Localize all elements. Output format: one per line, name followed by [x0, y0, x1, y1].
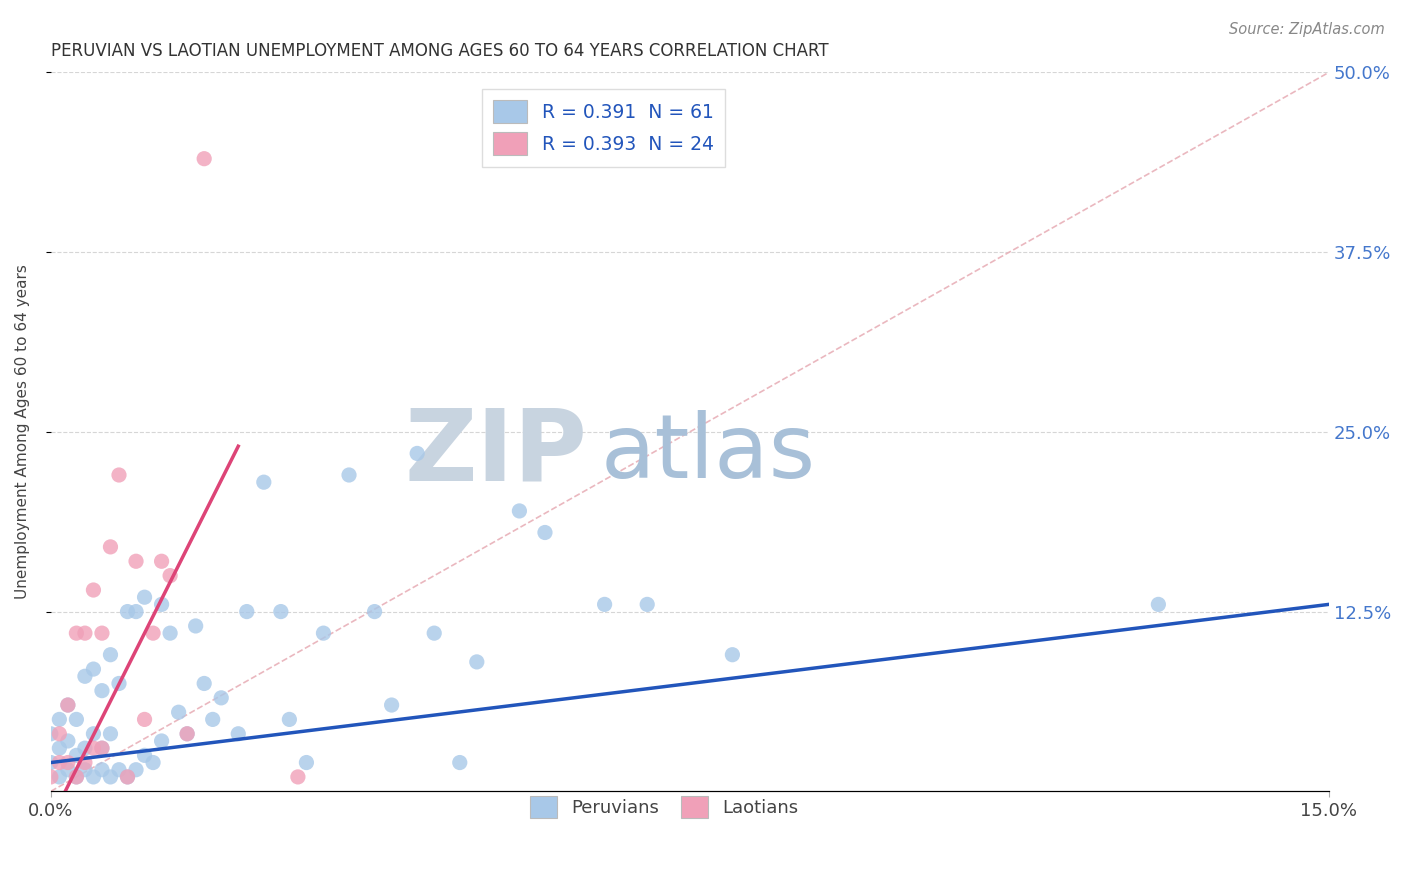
- Point: [91, 741, 114, 756]
- Point: [381, 698, 404, 712]
- Point: [159, 626, 181, 640]
- Point: [423, 626, 446, 640]
- Point: [56, 734, 79, 748]
- Legend: Peruvians, Laotians: Peruvians, Laotians: [523, 789, 806, 825]
- Point: [150, 554, 173, 568]
- Point: [278, 713, 301, 727]
- Point: [117, 770, 139, 784]
- Point: [39, 770, 62, 784]
- Text: ZIP: ZIP: [405, 405, 588, 502]
- Point: [312, 626, 335, 640]
- Point: [363, 605, 385, 619]
- Point: [48, 713, 70, 727]
- Text: PERUVIAN VS LAOTIAN UNEMPLOYMENT AMONG AGES 60 TO 64 YEARS CORRELATION CHART: PERUVIAN VS LAOTIAN UNEMPLOYMENT AMONG A…: [51, 42, 828, 60]
- Point: [134, 591, 156, 605]
- Text: atlas: atlas: [600, 410, 815, 497]
- Point: [56, 698, 79, 712]
- Text: Source: ZipAtlas.com: Source: ZipAtlas.com: [1229, 22, 1385, 37]
- Point: [287, 770, 309, 784]
- Point: [226, 727, 249, 741]
- Point: [65, 713, 87, 727]
- Point: [193, 152, 215, 166]
- Point: [91, 741, 114, 756]
- Point: [65, 626, 87, 640]
- Point: [65, 770, 87, 784]
- Point: [142, 756, 165, 770]
- Point: [125, 605, 148, 619]
- Point: [721, 648, 744, 662]
- Point: [337, 468, 360, 483]
- Point: [73, 626, 96, 640]
- Point: [295, 756, 318, 770]
- Point: [406, 446, 429, 460]
- Point: [100, 648, 122, 662]
- Point: [142, 626, 165, 640]
- Point: [150, 734, 173, 748]
- Point: [125, 554, 148, 568]
- Point: [108, 763, 131, 777]
- Point: [134, 713, 156, 727]
- Point: [236, 605, 259, 619]
- Point: [159, 568, 181, 582]
- Point: [167, 705, 190, 719]
- Point: [100, 540, 122, 554]
- Y-axis label: Unemployment Among Ages 60 to 64 years: Unemployment Among Ages 60 to 64 years: [15, 264, 30, 599]
- Point: [270, 605, 292, 619]
- Point: [73, 669, 96, 683]
- Point: [73, 763, 96, 777]
- Point: [56, 698, 79, 712]
- Point: [201, 713, 224, 727]
- Point: [100, 770, 122, 784]
- Point: [73, 756, 96, 770]
- Point: [134, 748, 156, 763]
- Point: [56, 756, 79, 770]
- Point: [82, 582, 104, 597]
- Point: [508, 504, 530, 518]
- Point: [91, 626, 114, 640]
- Point: [48, 770, 70, 784]
- Point: [193, 676, 215, 690]
- Point: [82, 741, 104, 756]
- Point: [65, 770, 87, 784]
- Point: [82, 770, 104, 784]
- Point: [108, 468, 131, 483]
- Point: [209, 690, 232, 705]
- Point: [184, 619, 207, 633]
- Point: [117, 770, 139, 784]
- Point: [39, 727, 62, 741]
- Point: [73, 741, 96, 756]
- Point: [65, 748, 87, 763]
- Point: [100, 727, 122, 741]
- Point: [449, 756, 471, 770]
- Point: [117, 605, 139, 619]
- Point: [150, 598, 173, 612]
- Point: [48, 756, 70, 770]
- Point: [465, 655, 488, 669]
- Point: [125, 763, 148, 777]
- Point: [253, 475, 276, 490]
- Point: [176, 727, 198, 741]
- Point: [91, 763, 114, 777]
- Point: [593, 598, 616, 612]
- Point: [82, 727, 104, 741]
- Point: [39, 756, 62, 770]
- Point: [636, 598, 658, 612]
- Point: [534, 525, 557, 540]
- Point: [48, 727, 70, 741]
- Point: [82, 662, 104, 676]
- Point: [91, 683, 114, 698]
- Point: [1147, 598, 1170, 612]
- Point: [108, 676, 131, 690]
- Point: [56, 763, 79, 777]
- Point: [48, 741, 70, 756]
- Point: [176, 727, 198, 741]
